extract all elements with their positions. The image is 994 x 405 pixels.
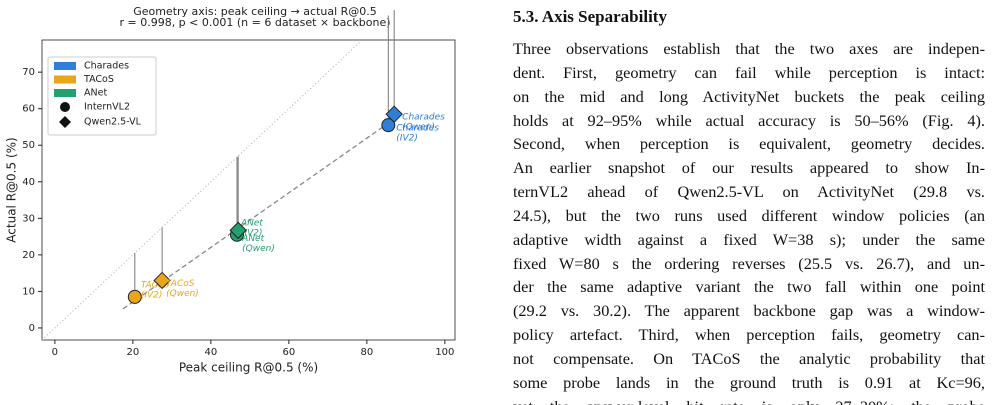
y-tick-label: 0 [29,323,35,334]
text-line: Three observations establish that the tw… [513,39,985,58]
y-tick-label: 10 [22,286,35,297]
text-line: An earlier snapshot of our results appea… [513,158,985,178]
text-line: 24.5), but the two runs used different w… [513,205,985,225]
point-label: (Qwen) [402,123,435,133]
point-label: ANet [241,234,264,244]
y-tick-label: 20 [22,250,35,261]
y-tick-label: 60 [22,104,35,115]
point-label: TACoS [166,279,195,289]
chart-title: Geometry axis: peak ceiling → actual R@0… [133,5,377,18]
point-label: (Qwen) [242,244,275,254]
text-line: ternVL2 ahead of Qwen2.5-VL on ActivityN… [513,182,985,202]
x-tick-label: 0 [52,347,58,358]
point-label: ANet [240,218,263,228]
legend-label: InternVL2 [84,102,130,113]
text-line: (29.2 vs. 30.2). The apparent backbone g… [513,301,985,321]
x-tick-label: 60 [282,347,295,358]
text-line: adaptive width against a fixed W=38 s); … [513,229,985,249]
text-line: Second, when perception is equivalent, g… [513,134,985,154]
point-label: (IV2) [396,134,418,144]
y-tick-label: 70 [22,67,35,78]
legend-marker [59,116,71,128]
point-diamond [385,105,403,123]
x-tick-label: 40 [204,347,217,358]
point-label: Charades [396,124,439,134]
point-label: (Qwen) [166,289,199,299]
point-label: (IV2) [241,228,263,238]
y-tick-label: 50 [22,140,35,151]
text-line: der the same adaptive variant the two fa… [513,277,985,297]
legend-label: Qwen2.5-VL [84,117,142,128]
point-label: TACoS [141,280,170,290]
chart: Geometry axis: peak ceiling → actual R@0… [5,5,456,375]
x-tick-label: 100 [435,347,454,358]
y-tick-label: 30 [22,213,35,224]
y-axis-label: Actual R@0.5 (%) [5,137,19,242]
legend-swatch [54,89,76,97]
legend-swatch [54,75,76,84]
point-label: Charades [402,113,445,123]
chart-title: r = 0.998, p < 0.001 (n = 6 dataset × ba… [119,16,390,29]
text-line: policy artefact. Third, when perception … [513,325,985,345]
legend-marker [60,102,70,112]
legend-label: TACoS [83,74,114,85]
text-line: holds at 92–95% while actual accuracy is… [513,110,985,130]
x-axis-label: Peak ceiling R@0.5 (%) [179,361,318,375]
text-line: fixed W=80 s the ordering reverses (25.5… [513,253,985,273]
point-diamond [153,271,171,290]
section-heading: 5.3. Axis Separability [513,7,667,26]
paper-section: 5.3. Axis Separability Three observation… [513,0,985,405]
point-label: (IV2) [141,290,163,300]
legend-label: Charades [84,61,129,72]
text-line: dent. First, geometry can fail while per… [513,62,985,82]
legend-label: ANet [84,88,107,99]
point-circle [381,118,396,133]
plot-frame [41,39,456,341]
text-line: on the mid and long ActivityNet buckets … [513,86,985,106]
x-tick-label: 20 [127,347,140,358]
text-line: some probe lands in the ground truth is … [513,372,985,392]
x-tick-label: 80 [360,347,373,358]
text-line: not compensate. On TACoS the analytic pr… [513,348,985,368]
text-line: yet the answer-level hit rate is only 27… [513,395,985,405]
point-diamond [229,221,247,240]
point-circle [127,289,142,304]
paragraph: Three observations establish that the tw… [513,37,985,405]
legend-swatch [54,62,76,70]
y-tick-label: 40 [22,177,35,188]
